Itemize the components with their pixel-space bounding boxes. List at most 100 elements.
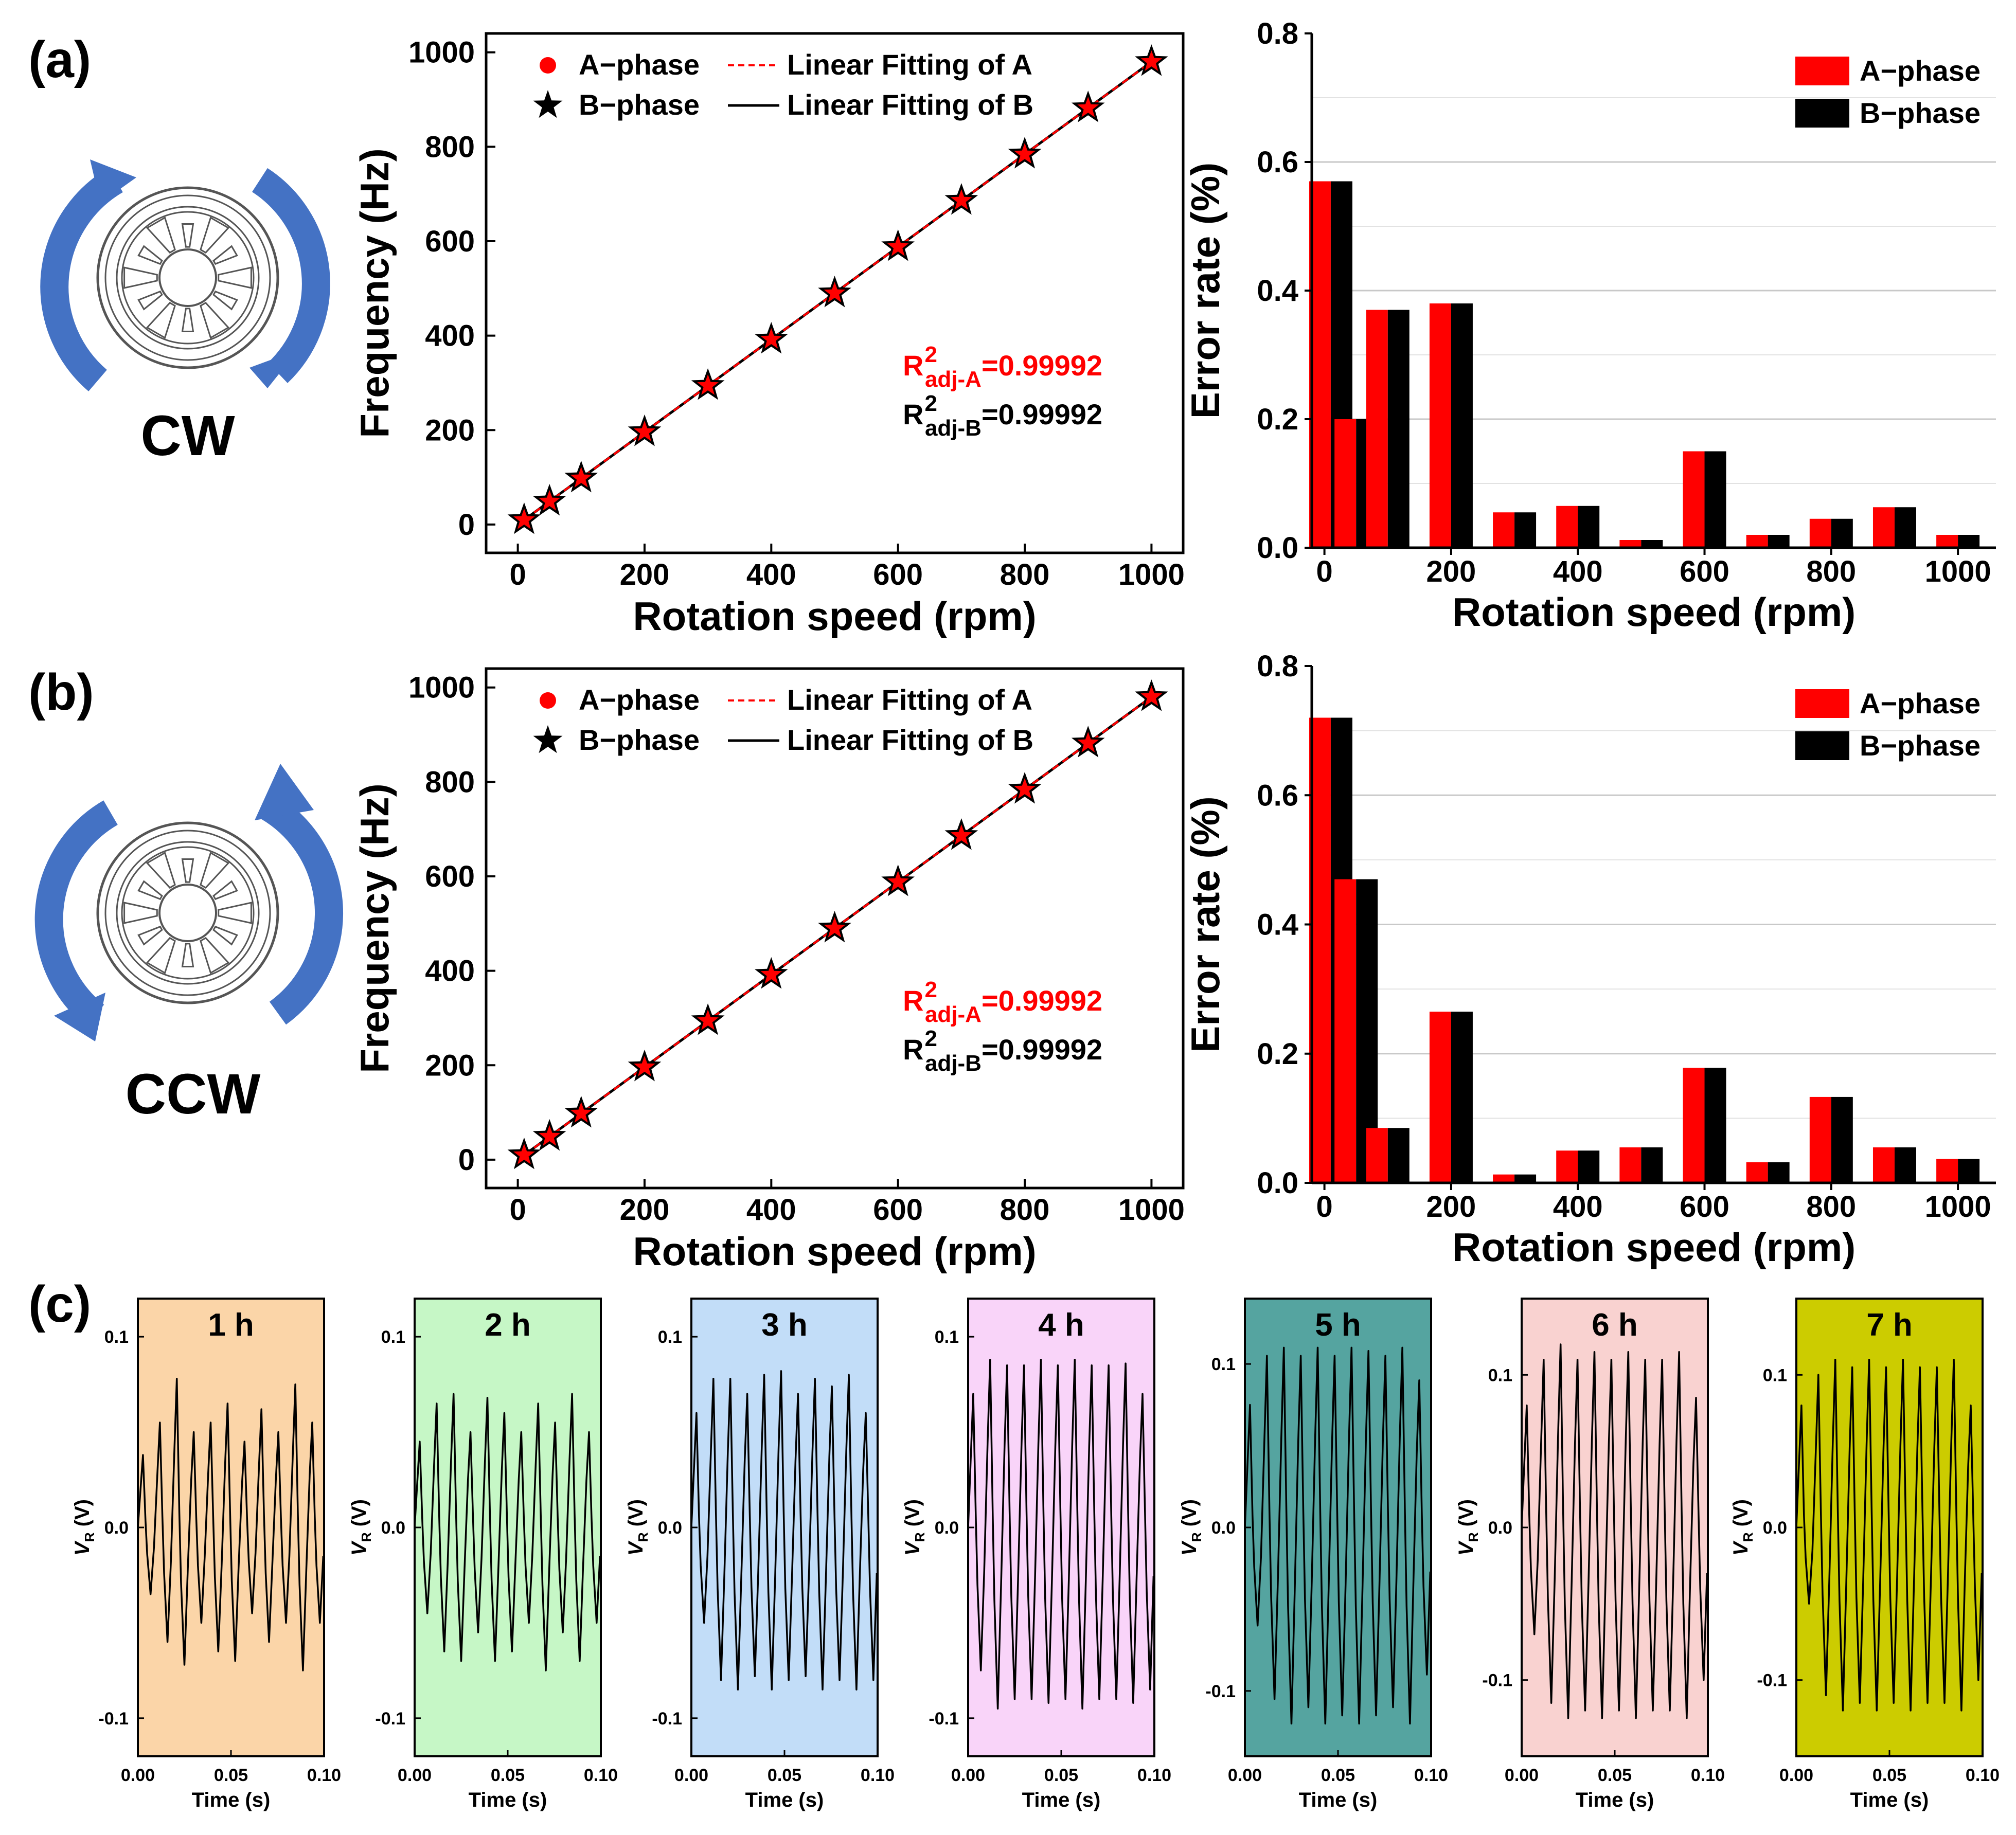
r2-subscript-b: adj-B (925, 1051, 982, 1076)
waveform-time-label: 6 h (1592, 1307, 1638, 1343)
y-axis-symbol: V (71, 1540, 94, 1556)
x-tick-label: 1000 (1118, 558, 1185, 591)
x-tick-label: 800 (1000, 558, 1050, 591)
x-tick-label: 200 (620, 558, 670, 591)
r2-superscript: 2 (924, 977, 937, 1002)
bar-b-phase (1387, 1128, 1410, 1183)
x-tick-label: 800 (1806, 555, 1856, 588)
bar-b-phase (1451, 1012, 1473, 1183)
rotor-diagram-cw (40, 159, 330, 391)
waveform-panel: 1 h -0.1 0.0 0.1 0.00 0.05 0.10 Time (s) VR (V) (71, 1298, 341, 1811)
r2-annotation-b: R2 adj-B=0.99992 (903, 1026, 1102, 1076)
y-tick-label: 1000 (408, 36, 475, 69)
waveform-panel: 3 h -0.1 0.0 0.1 0.00 0.05 0.10 Time (s) VR (V) (625, 1298, 895, 1811)
x-tick-label: 1000 (1925, 1190, 1991, 1224)
y-tick-label: 0.0 (104, 1518, 129, 1538)
a-phase-point (760, 328, 782, 349)
y-tick-label: -0.1 (375, 1709, 405, 1729)
waveform-panel: 5 h -0.1 0.0 0.1 0.00 0.05 0.10 Time (s) VR (V) (1178, 1298, 1448, 1811)
x-tick-label: 800 (1000, 1193, 1050, 1227)
y-axis-subscript: R (1189, 1532, 1204, 1542)
y-tick-label: 0.0 (1257, 1166, 1298, 1200)
x-tick-label: 0.00 (1228, 1766, 1262, 1785)
x-tick-label: 0.00 (674, 1766, 708, 1785)
bar-a-phase (1809, 518, 1831, 548)
rotor-diagram-ccw (34, 764, 344, 1041)
y-tick-label: 0.2 (1257, 1037, 1298, 1071)
y-axis-subscript: R (635, 1532, 651, 1542)
r2-annotation-a: R2 adj-A=0.99992 (903, 342, 1102, 392)
plot-frame (485, 667, 1185, 1190)
y-tick-label: 0.2 (1257, 403, 1298, 436)
a-phase-point (570, 466, 592, 488)
waveform-line (1521, 1343, 1708, 1719)
x-tick-label: 600 (873, 558, 923, 591)
y-axis-title: VR (V) (348, 1499, 374, 1556)
r2-symbol: R (903, 984, 923, 1017)
y-axis-subscript: R (1466, 1532, 1481, 1542)
x-tick-label: 400 (746, 558, 796, 591)
y-tick-label: 0.4 (1257, 908, 1298, 942)
panel-label-b: (b) (28, 663, 94, 721)
bar-a-phase (1872, 1147, 1895, 1183)
x-tick-label: 0.00 (951, 1766, 985, 1785)
y-axis-subscript: R (359, 1532, 374, 1542)
bar-a-phase (1429, 1012, 1451, 1183)
y-tick-label: 800 (425, 130, 475, 164)
x-tick-label: 0.10 (584, 1766, 618, 1785)
x-tick-label: 0.05 (1321, 1766, 1355, 1785)
waveform-time-label: 5 h (1315, 1307, 1361, 1343)
y-axis-unit: (V) (71, 1499, 94, 1532)
x-tick-label: 0.10 (861, 1766, 895, 1785)
x-axis-title: Time (s) (1299, 1789, 1378, 1811)
x-tick-label: 1000 (1925, 555, 1991, 588)
y-axis-title: VR (V) (1729, 1499, 1756, 1556)
bar-a-phase (1493, 512, 1515, 548)
x-tick-label: 600 (1680, 555, 1729, 588)
legend-label-a-phase: A−phase (1860, 687, 1981, 719)
y-tick-label: 0.1 (381, 1327, 405, 1347)
x-tick-label: 0 (1316, 555, 1332, 588)
y-axis-unit: (V) (348, 1499, 370, 1532)
y-tick-label: 1000 (408, 671, 475, 705)
x-tick-label: 0.10 (1966, 1766, 2000, 1785)
bar-a-phase (1872, 507, 1895, 548)
x-axis-title: Time (s) (745, 1789, 824, 1811)
legend-swatch-a-phase (1795, 689, 1849, 718)
chart-b-frequency: 0 200 400 600 800 1000 0 200 400 600 800 1000 Rotati… (352, 667, 1185, 1274)
x-tick-label: 0 (509, 558, 526, 591)
y-tick-label: 0.1 (1763, 1365, 1787, 1385)
waveform-line (967, 1358, 1155, 1710)
x-tick-label: 0.05 (768, 1766, 801, 1785)
x-tick-label: 400 (1553, 555, 1603, 588)
y-axis-symbol: V (348, 1540, 370, 1556)
y-tick-label: 0.0 (1257, 531, 1298, 565)
x-axis-title: Rotation speed (rpm) (633, 593, 1036, 639)
x-tick-label: 0.10 (1137, 1766, 1171, 1785)
y-axis-unit: (V) (625, 1499, 647, 1532)
x-axis-title: Rotation speed (rpm) (1452, 589, 1856, 635)
ccw-arrow-right (258, 792, 344, 1025)
x-axis-title: Rotation speed (rpm) (633, 1229, 1036, 1274)
bar-b-phase (1514, 1174, 1537, 1183)
r2-annotation-a: R2 adj-A=0.99992 (903, 977, 1102, 1027)
x-tick-label: 0.05 (1598, 1766, 1632, 1785)
x-axis-title: Time (s) (1576, 1789, 1654, 1811)
y-axis-symbol: V (901, 1540, 924, 1556)
bar-a-phase (1683, 1068, 1705, 1183)
bar-b-phase (1641, 540, 1663, 548)
x-axis-title: Time (s) (469, 1789, 547, 1811)
a-phase-point (697, 1010, 719, 1030)
y-tick-label: 200 (425, 1049, 475, 1082)
y-axis-subscript: R (1740, 1532, 1756, 1542)
waveform-time-label: 7 h (1866, 1307, 1913, 1343)
a-phase-point (950, 189, 972, 210)
y-axis-unit: (V) (1455, 1499, 1477, 1532)
y-tick-label: 0.0 (381, 1518, 405, 1538)
y-axis-symbol: V (1729, 1540, 1752, 1556)
y-axis-title: VR (V) (1178, 1499, 1204, 1556)
r2-subscript-b: adj-B (925, 416, 982, 441)
y-tick-label: 0.8 (1257, 650, 1298, 683)
a-phase-point (634, 1055, 655, 1076)
direction-label-ccw: CCW (126, 1063, 261, 1126)
